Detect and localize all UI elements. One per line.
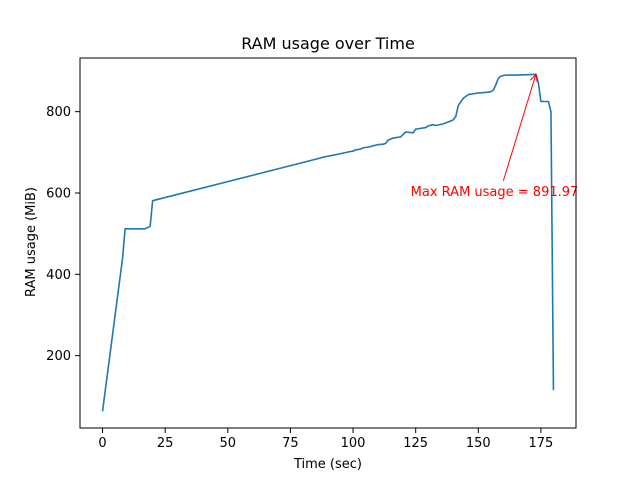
annotation-label: Max RAM usage = 891.97 <box>411 185 579 200</box>
x-axis-label: Time (sec) <box>293 457 362 472</box>
x-tick-label: 25 <box>157 436 174 451</box>
ram-usage-line <box>101 73 555 412</box>
y-tick-label: 600 <box>46 186 71 201</box>
annotation-arrow-head <box>530 73 538 83</box>
y-tick-label: 200 <box>46 349 71 364</box>
x-tick-label: 75 <box>282 436 299 451</box>
plot-area: Max RAM usage = 891.97 0 25 50 75 100 125 150 17… <box>46 57 579 451</box>
x-tick-label: 0 <box>98 436 106 451</box>
x-tick-label: 125 <box>403 436 428 451</box>
y-tick-label: 800 <box>46 105 71 120</box>
x-tick-label: 100 <box>341 436 366 451</box>
plot-frame <box>79 57 577 429</box>
x-tick-label: 175 <box>529 436 554 451</box>
chart-title: RAM usage over Time <box>241 34 415 53</box>
y-axis-label: RAM usage (MiB) <box>24 187 39 297</box>
x-tick-label: 150 <box>466 436 491 451</box>
x-tick-label: 50 <box>220 436 237 451</box>
annotation-arrow-line <box>502 74 537 181</box>
y-tick-label: 400 <box>46 268 71 283</box>
